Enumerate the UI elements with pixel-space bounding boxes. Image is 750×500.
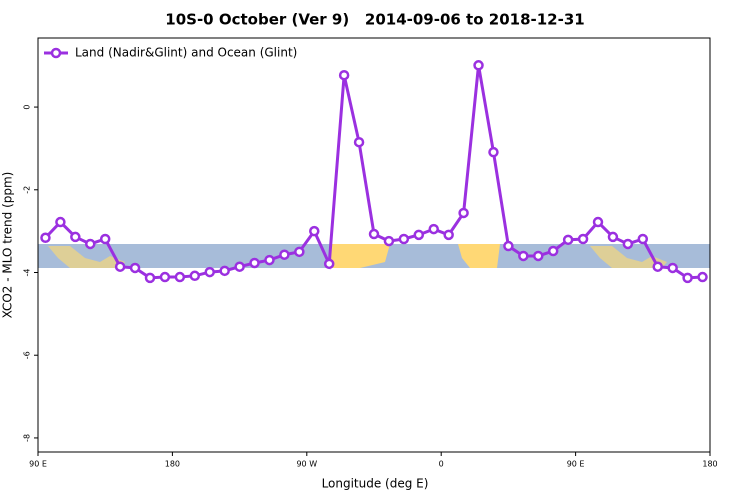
x-axis-label: Longitude (deg E) — [322, 477, 429, 491]
point — [114, 261, 126, 272]
x-tick-label: 90 E — [29, 460, 47, 469]
point — [99, 233, 111, 245]
x-tick-label: 90 W — [296, 460, 317, 469]
point — [40, 232, 51, 244]
land-patch — [330, 244, 390, 268]
y-tick-label: -4 — [23, 269, 32, 277]
land-patch — [48, 246, 125, 268]
point — [682, 272, 693, 284]
x-tick-label: 0 — [439, 460, 444, 469]
point — [204, 266, 215, 278]
point — [294, 246, 305, 258]
land-patch — [458, 244, 500, 268]
plot-frame — [37, 37, 711, 453]
point — [577, 233, 589, 245]
land-patch — [590, 246, 667, 268]
point — [562, 234, 574, 246]
y-tick-label: -2 — [23, 186, 32, 194]
point — [428, 223, 439, 235]
point — [70, 231, 81, 243]
point — [398, 233, 410, 245]
point — [234, 261, 245, 272]
x-tick-label: 180 — [702, 460, 717, 469]
point — [55, 216, 66, 228]
point — [667, 262, 678, 274]
point — [413, 229, 425, 241]
point — [697, 271, 708, 283]
point — [353, 136, 365, 148]
point — [652, 261, 663, 272]
point — [488, 146, 499, 158]
point — [368, 228, 380, 240]
legend-marker — [50, 47, 62, 59]
point — [189, 270, 201, 282]
chart-title: 10S-0 October (Ver 9) 2014-09-06 to 2018… — [165, 11, 584, 29]
x-tick-label: 90 E — [567, 460, 585, 469]
point — [503, 240, 514, 252]
map-band — [38, 244, 710, 268]
point — [279, 249, 290, 260]
y-tick-label: -6 — [23, 351, 32, 359]
point — [159, 271, 171, 283]
point — [592, 216, 604, 228]
point — [249, 257, 260, 269]
point — [264, 254, 275, 266]
point — [622, 238, 634, 250]
y-tick-label: -8 — [23, 434, 32, 442]
y-axis-label: XCO2 - MLO trend (ppm) — [1, 172, 15, 319]
point — [607, 231, 619, 243]
legend-label: Land (Nadir&Glint) and Ocean (Glint) — [75, 46, 297, 60]
point — [309, 225, 320, 237]
point — [383, 235, 395, 247]
point — [443, 229, 454, 241]
x-tick-label: 180 — [165, 460, 180, 469]
y-tick-label: 0 — [23, 105, 32, 110]
point — [323, 258, 335, 270]
point — [533, 250, 544, 262]
point — [473, 60, 484, 71]
point — [129, 262, 141, 274]
point — [144, 272, 156, 284]
point — [637, 233, 649, 245]
point — [458, 207, 469, 219]
point — [219, 265, 230, 277]
point — [547, 245, 559, 257]
point — [85, 238, 96, 250]
point — [338, 69, 350, 81]
point — [518, 250, 529, 262]
point — [174, 271, 186, 283]
